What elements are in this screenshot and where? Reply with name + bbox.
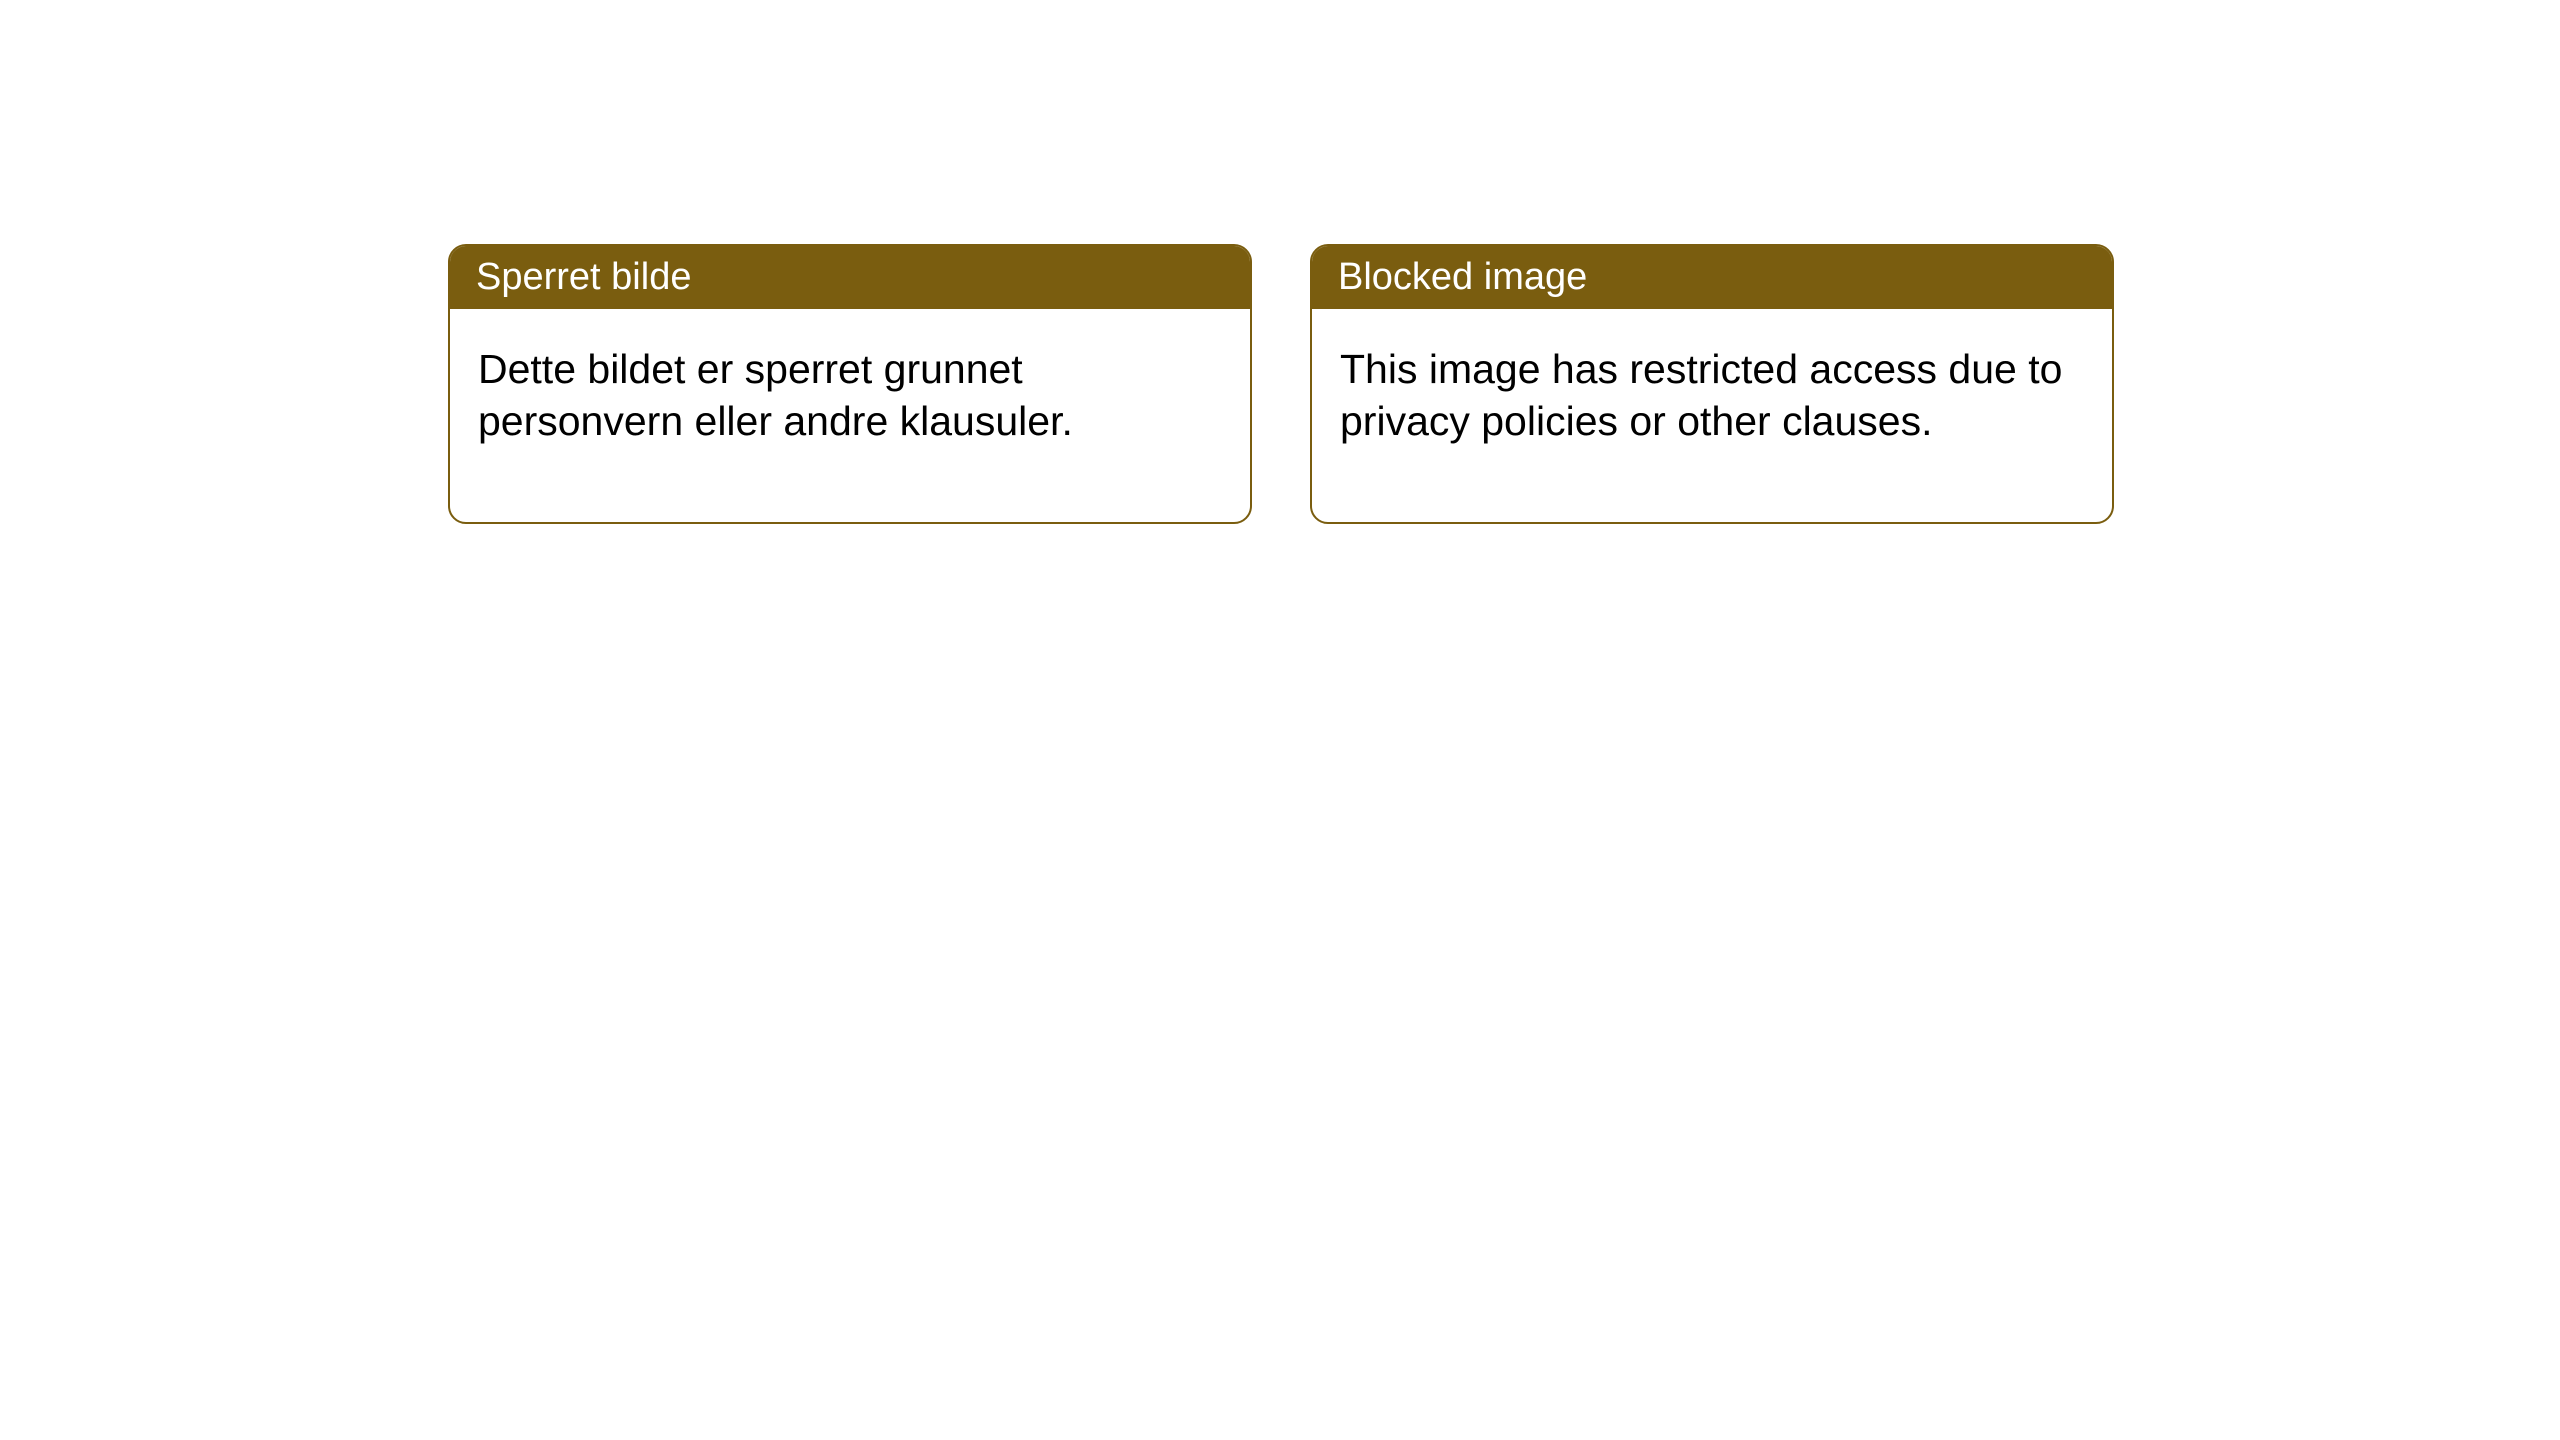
notice-header: Sperret bilde (450, 246, 1250, 309)
notice-body: Dette bildet er sperret grunnet personve… (450, 309, 1250, 522)
notice-body-text: This image has restricted access due to … (1340, 346, 2062, 444)
notice-body-text: Dette bildet er sperret grunnet personve… (478, 346, 1073, 444)
notice-title: Blocked image (1338, 256, 1587, 298)
notice-card-english: Blocked image This image has restricted … (1310, 244, 2114, 524)
notice-title: Sperret bilde (476, 256, 691, 298)
notice-card-norwegian: Sperret bilde Dette bildet er sperret gr… (448, 244, 1252, 524)
notice-header: Blocked image (1312, 246, 2112, 309)
notice-container: Sperret bilde Dette bildet er sperret gr… (0, 0, 2560, 524)
notice-body: This image has restricted access due to … (1312, 309, 2112, 522)
